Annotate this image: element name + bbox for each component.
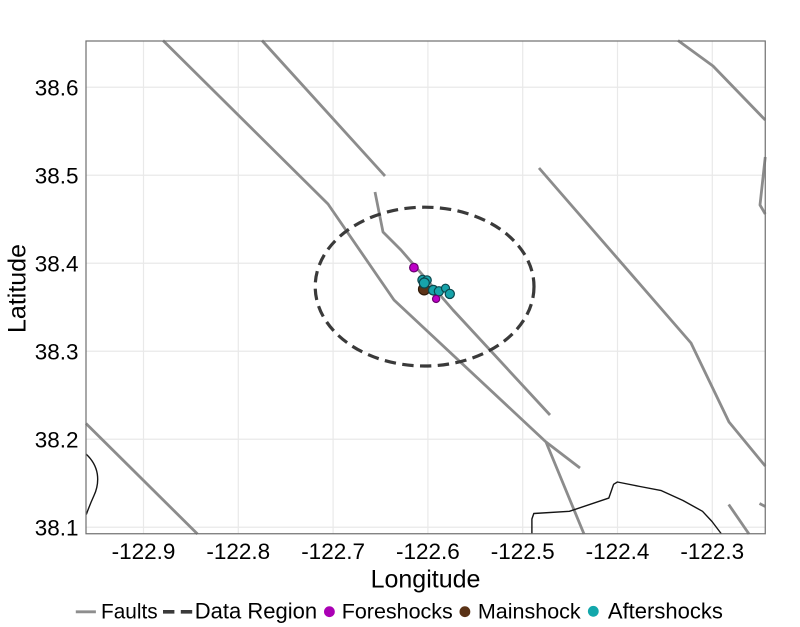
svg-text:38.2: 38.2 xyxy=(35,428,79,453)
svg-text:-122.9: -122.9 xyxy=(112,539,176,564)
svg-text:-122.5: -122.5 xyxy=(491,539,555,564)
svg-text:-122.6: -122.6 xyxy=(396,539,460,564)
svg-text:-122.7: -122.7 xyxy=(301,539,365,564)
svg-text:Foreshocks: Foreshocks xyxy=(342,599,453,623)
svg-text:38.4: 38.4 xyxy=(35,252,79,277)
svg-text:38.5: 38.5 xyxy=(35,164,79,189)
svg-text:Faults: Faults xyxy=(101,600,158,623)
svg-text:-122.4: -122.4 xyxy=(586,539,650,564)
svg-text:Longitude: Longitude xyxy=(371,565,481,593)
svg-text:38.3: 38.3 xyxy=(35,340,79,365)
svg-text:38.6: 38.6 xyxy=(35,76,79,101)
svg-text:-122.3: -122.3 xyxy=(680,539,744,564)
svg-text:Mainshock: Mainshock xyxy=(478,599,581,623)
svg-text:38.1: 38.1 xyxy=(35,516,79,541)
svg-text:-122.8: -122.8 xyxy=(206,539,270,564)
svg-text:Latitude: Latitude xyxy=(4,244,32,333)
svg-text:Data Region: Data Region xyxy=(195,598,317,623)
svg-text:Aftershocks: Aftershocks xyxy=(608,598,723,623)
